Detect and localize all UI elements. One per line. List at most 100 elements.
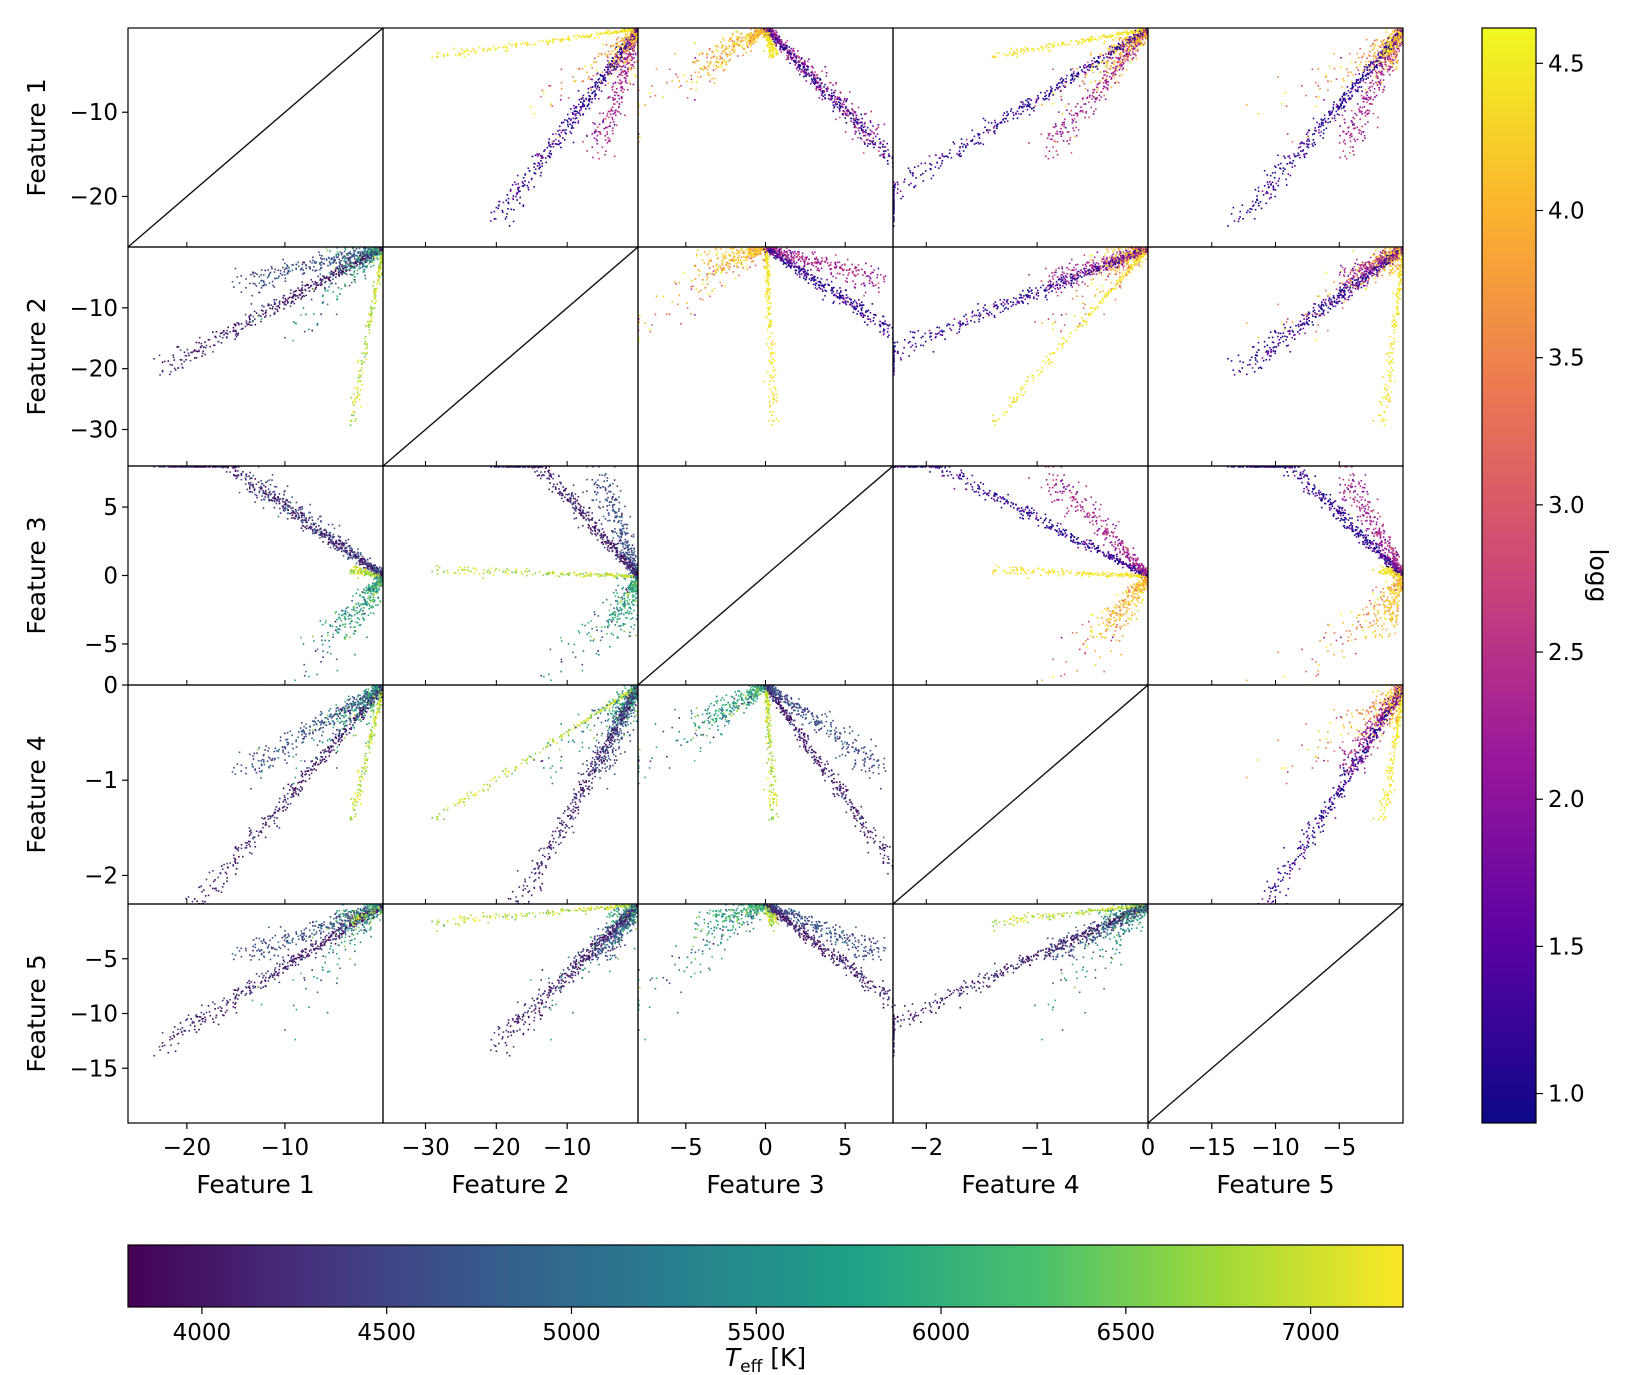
- scatter-point: [1135, 58, 1138, 60]
- scatter-point: [838, 109, 841, 111]
- scatter-point: [1102, 82, 1105, 84]
- scatter-point: [678, 80, 681, 82]
- scatter-point: [703, 65, 706, 68]
- scatter-point: [768, 36, 771, 39]
- scatter-point: [632, 42, 635, 44]
- scatter-point: [1352, 150, 1354, 152]
- scatter-point: [621, 86, 623, 88]
- scatter-point: [1376, 39, 1379, 41]
- scatter-point: [853, 123, 855, 126]
- scatter-point: [865, 112, 867, 115]
- scatter-point: [791, 56, 793, 59]
- scatter-point: [832, 110, 834, 113]
- scatter-point: [883, 153, 885, 155]
- scatter-point: [922, 172, 924, 175]
- scatter-point: [634, 33, 636, 36]
- scatter-point: [1128, 36, 1131, 38]
- scatter-point: [612, 45, 614, 47]
- scatter-point: [818, 89, 820, 91]
- scatter-point: [768, 35, 770, 37]
- scatter-point: [1377, 81, 1380, 83]
- scatter-point: [1129, 45, 1131, 48]
- scatter-point: [1120, 44, 1122, 47]
- scatter-point: [1133, 43, 1135, 46]
- scatter-point: [1013, 114, 1015, 116]
- scatter-point: [559, 99, 562, 101]
- scatter-point: [1082, 65, 1085, 67]
- scatter-point: [1045, 46, 1047, 49]
- scatter-point: [609, 113, 612, 116]
- scatter-point: [781, 45, 784, 47]
- scatter-point: [602, 79, 605, 81]
- scatter-point: [1144, 41, 1146, 43]
- scatter-point: [815, 77, 817, 79]
- scatter-point: [1126, 34, 1128, 37]
- scatter-point: [826, 86, 829, 88]
- scatter-point: [619, 55, 622, 57]
- scatter-point: [1294, 165, 1296, 167]
- scatter-point: [1094, 66, 1097, 68]
- scatter-point: [613, 62, 615, 64]
- scatter-point: [443, 53, 445, 56]
- scatter-point: [1122, 39, 1125, 41]
- scatter-point: [977, 141, 979, 144]
- scatter-point: [563, 139, 566, 141]
- scatter-point: [839, 102, 841, 104]
- scatter-point: [928, 155, 931, 157]
- scatter-point: [824, 97, 826, 100]
- scatter-point: [993, 125, 996, 128]
- scatter-point: [775, 42, 778, 44]
- scatter-point: [793, 54, 795, 57]
- scatter-point: [745, 34, 748, 37]
- scatter-point: [1391, 33, 1393, 36]
- scatter-point: [732, 44, 735, 46]
- scatter-point: [600, 52, 603, 55]
- scatter-point: [770, 31, 773, 34]
- scatter-point: [805, 69, 808, 71]
- scatter-point: [1130, 48, 1133, 50]
- scatter-point: [1128, 52, 1131, 54]
- scatter-point: [615, 54, 618, 57]
- scatter-point: [1303, 156, 1306, 159]
- scatter-point: [1386, 58, 1389, 61]
- scatter-point: [1343, 92, 1345, 95]
- scatter-point: [770, 46, 772, 49]
- scatter-point: [715, 60, 718, 63]
- scatter-point: [1062, 79, 1065, 81]
- scatter-point: [1098, 61, 1100, 64]
- scatter-point: [1104, 35, 1106, 37]
- scatter-point: [721, 46, 723, 49]
- scatter-point: [690, 74, 693, 77]
- scatter-point: [1137, 33, 1140, 36]
- scatter-point: [1090, 51, 1092, 54]
- scatter-point: [1133, 36, 1136, 39]
- scatter-point: [811, 72, 814, 74]
- scatter-point: [1369, 82, 1371, 84]
- scatter-point: [530, 177, 533, 180]
- scatter-point: [1135, 50, 1137, 52]
- scatter-point: [1230, 213, 1233, 215]
- scatter-point: [1275, 182, 1278, 185]
- scatter-point: [541, 89, 544, 92]
- scatter-point: [896, 181, 899, 184]
- scatter-point: [1072, 75, 1074, 77]
- scatter-point: [1375, 94, 1378, 97]
- scatter-point: [780, 51, 783, 53]
- scatter-point: [790, 47, 793, 50]
- scatter-point: [1367, 121, 1369, 123]
- scatter-point: [1287, 155, 1289, 158]
- scatter-point: [1075, 75, 1078, 77]
- scatter-point: [769, 50, 772, 52]
- scatter-point: [771, 56, 773, 59]
- scatter-point: [590, 33, 593, 36]
- scatter-point: [597, 55, 600, 58]
- scatter-point: [600, 74, 603, 77]
- scatter-point: [797, 69, 800, 72]
- scatter-point: [1121, 73, 1123, 76]
- scatter-point: [1140, 28, 1143, 30]
- scatter-point: [1060, 135, 1063, 137]
- scatter-point: [818, 86, 820, 89]
- scatter-point: [1354, 127, 1356, 129]
- scatter-point: [604, 135, 606, 137]
- scatter-point: [472, 47, 475, 50]
